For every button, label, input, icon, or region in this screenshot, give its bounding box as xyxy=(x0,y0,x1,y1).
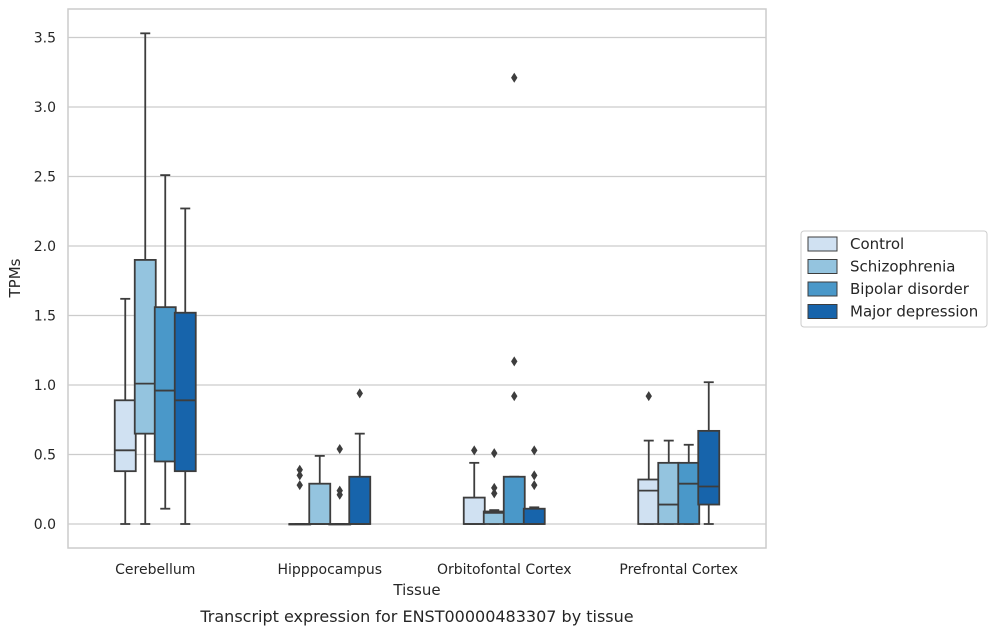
legend-swatch xyxy=(807,259,838,274)
box xyxy=(502,475,526,525)
outlier-point xyxy=(511,391,518,402)
legend-label: Control xyxy=(850,235,904,253)
outlier-point xyxy=(511,356,518,367)
outlier-point xyxy=(491,448,498,459)
box-schizophrenia xyxy=(133,32,157,525)
legend: Control Schizophrenia Bipolar disorder Majo… xyxy=(800,230,988,328)
x-axis-ticks: Cerebellum Hipppocampus Orbitofontal Corte… xyxy=(115,562,738,578)
outlier-point xyxy=(531,470,538,481)
box-bipolar-disorder xyxy=(153,174,177,510)
outlier-point xyxy=(471,445,478,456)
y-tick-label: 2.5 xyxy=(34,170,56,186)
box xyxy=(462,496,486,525)
x-axis-label: Tissue xyxy=(392,581,440,599)
box xyxy=(522,507,546,525)
y-tick-label: 0.0 xyxy=(34,517,56,533)
outlier-point xyxy=(296,464,303,475)
box xyxy=(677,461,701,525)
y-tick-label: 3.0 xyxy=(34,100,56,116)
box-bipolar-disorder xyxy=(502,72,526,525)
legend-label: Bipolar disorder xyxy=(850,280,970,298)
box-schizophrenia xyxy=(308,454,332,525)
box-major-depression xyxy=(697,381,721,525)
y-tick-label: 3.5 xyxy=(34,31,56,47)
x-tick-label: Hipppocampus xyxy=(277,562,382,578)
outlier-point xyxy=(511,72,518,83)
box xyxy=(637,478,661,525)
legend-label: Major depression xyxy=(850,303,978,321)
box xyxy=(348,475,372,525)
legend-frame xyxy=(800,230,988,328)
box xyxy=(173,311,197,473)
outlier-point xyxy=(491,488,498,499)
box-major-depression xyxy=(522,445,546,525)
plot-frame xyxy=(67,8,767,549)
y-tick-label: 2.0 xyxy=(34,239,56,255)
y-tick-label: 0.5 xyxy=(34,448,56,464)
outlier-point xyxy=(296,470,303,481)
box xyxy=(153,306,177,463)
y-axis-label: TPMs xyxy=(6,258,24,298)
box-control xyxy=(113,297,137,525)
x-tick-label: Orbitofontal Cortex xyxy=(437,562,572,578)
box-major-depression xyxy=(173,207,197,525)
outlier-point xyxy=(645,391,652,402)
x-tick-label: Cerebellum xyxy=(115,562,195,578)
box-major-depression xyxy=(348,388,372,525)
outlier-point xyxy=(356,388,363,399)
legend-label: Schizophrenia xyxy=(850,258,955,276)
box xyxy=(133,258,157,435)
outlier-point xyxy=(336,485,343,496)
box xyxy=(657,461,681,525)
box xyxy=(697,429,721,506)
box xyxy=(113,399,137,473)
outlier-point xyxy=(296,480,303,491)
legend-swatch xyxy=(807,281,838,297)
y-tick-label: 1.0 xyxy=(34,378,56,394)
outlier-point xyxy=(531,445,538,456)
outlier-point xyxy=(531,480,538,491)
outlier-point xyxy=(491,482,498,493)
box-schizophrenia xyxy=(657,439,681,525)
y-tick-label: 1.5 xyxy=(34,309,56,325)
x-tick-label: Prefrontal Cortex xyxy=(619,562,738,578)
box-groups xyxy=(113,32,721,526)
legend-swatch xyxy=(807,236,838,252)
legend-swatch xyxy=(807,304,838,319)
y-axis-ticks: 0.0 0.5 1.0 1.5 2.0 2.5 3.0 3.5 xyxy=(34,31,56,534)
outlier-point xyxy=(336,443,343,454)
box-bipolar-disorder xyxy=(328,443,352,526)
chart-caption: Transcript expression for ENST0000048330… xyxy=(199,607,633,626)
box xyxy=(308,482,332,525)
